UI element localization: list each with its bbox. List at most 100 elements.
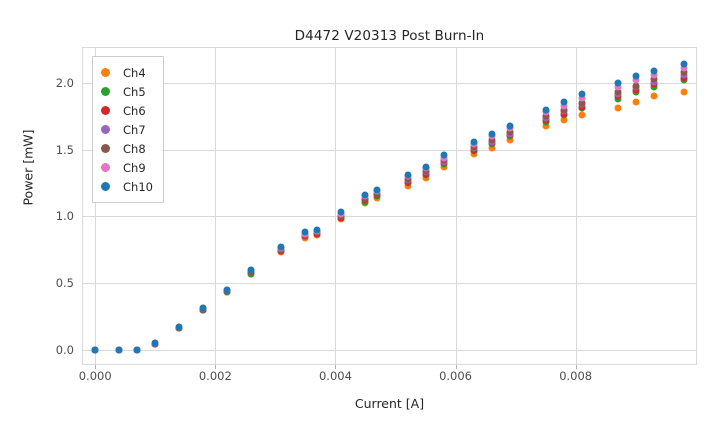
- data-point-ch10: [404, 171, 412, 179]
- x-gridline: [455, 47, 457, 365]
- legend-marker-icon: [101, 125, 110, 134]
- data-point-ch4: [488, 144, 496, 152]
- data-point-ch10: [337, 208, 345, 216]
- data-point-ch10: [440, 151, 448, 159]
- data-point-ch10: [680, 60, 688, 68]
- legend-item-ch4[interactable]: Ch4: [101, 63, 153, 82]
- x-gridline: [335, 47, 337, 365]
- x-tick-label: 0.000: [78, 369, 112, 383]
- data-point-ch10: [560, 98, 568, 106]
- data-point-ch8: [488, 136, 496, 144]
- data-point-ch9: [680, 64, 688, 72]
- data-point-ch10: [223, 286, 231, 294]
- data-point-ch10: [506, 122, 514, 130]
- data-point-ch4: [578, 111, 586, 119]
- data-point-ch10: [247, 266, 255, 274]
- data-point-ch10: [151, 339, 159, 347]
- data-point-ch8: [578, 99, 586, 107]
- y-tick-label: 1.5: [55, 142, 74, 157]
- y-tick-label: 0.0: [55, 342, 74, 357]
- x-gridline: [215, 47, 217, 365]
- data-point-ch9: [560, 102, 568, 110]
- legend-item-label: Ch8: [123, 141, 146, 156]
- x-tick-label: 0.004: [318, 369, 352, 383]
- legend-marker-icon: [101, 182, 110, 191]
- legend-marker-icon: [101, 68, 110, 77]
- legend-item-label: Ch5: [123, 84, 146, 99]
- x-tick-mark: [215, 365, 217, 369]
- x-tick-label: 0.006: [439, 369, 473, 383]
- data-point-ch10: [277, 243, 285, 251]
- data-point-ch10: [91, 346, 99, 354]
- legend-item-label: Ch7: [123, 122, 146, 137]
- data-point-ch9: [614, 83, 622, 91]
- data-point-ch8: [542, 112, 550, 120]
- data-point-ch10: [650, 67, 658, 75]
- data-point-ch10: [313, 226, 321, 234]
- axes-frame: [82, 47, 697, 365]
- x-gridline: [95, 47, 97, 365]
- y-axis-tick-labels: 0.0 0.5 1.0 1.5 2.0: [0, 47, 74, 365]
- data-point-ch10: [199, 304, 207, 312]
- data-point-ch10: [301, 228, 309, 236]
- data-point-ch4: [650, 92, 658, 100]
- legend-item-label: Ch9: [123, 160, 146, 175]
- x-tick-label: 0.002: [198, 369, 232, 383]
- data-point-ch9: [578, 94, 586, 102]
- chart-legend[interactable]: Ch4 Ch5 Ch6 Ch7 Ch8 Ch9 Ch10: [92, 56, 164, 203]
- data-point-ch8: [614, 88, 622, 96]
- plot-area: 0.000 0.002 0.004 0.006 0.008: [79, 47, 697, 383]
- legend-item-ch7[interactable]: Ch7: [101, 120, 153, 139]
- x-gridline: [575, 47, 577, 365]
- y-gridline: [82, 83, 697, 84]
- legend-item-ch8[interactable]: Ch8: [101, 139, 153, 158]
- legend-marker-icon: [101, 144, 110, 153]
- x-tick-mark: [335, 365, 337, 369]
- y-tick-label: 2.0: [55, 76, 74, 90]
- legend-marker-icon: [101, 106, 110, 115]
- y-gridline: [82, 283, 697, 284]
- legend-item-ch5[interactable]: Ch5: [101, 82, 153, 101]
- data-point-ch10: [632, 72, 640, 80]
- y-gridline: [82, 349, 697, 351]
- data-point-ch10: [614, 79, 622, 87]
- data-point-ch10: [542, 106, 550, 114]
- x-tick-label: 0.008: [559, 369, 593, 383]
- x-tick-mark: [575, 365, 577, 369]
- x-axis-label: Current [A]: [354, 396, 425, 411]
- data-point-ch10: [175, 323, 183, 331]
- data-point-ch9: [632, 76, 640, 84]
- data-point-ch10: [133, 346, 141, 354]
- legend-item-label: Ch4: [123, 65, 146, 80]
- data-point-ch4: [560, 116, 568, 124]
- data-point-ch8: [650, 75, 658, 83]
- data-point-ch9: [650, 71, 658, 79]
- x-tick-mark: [95, 365, 97, 369]
- chart-title: D4472 V20313 Post Burn-In: [294, 28, 485, 44]
- data-point-ch10: [422, 163, 430, 171]
- data-point-ch10: [361, 191, 369, 199]
- data-point-ch4: [680, 88, 688, 96]
- legend-item-label: Ch6: [123, 103, 146, 118]
- legend-item-ch9[interactable]: Ch9: [101, 158, 153, 177]
- data-point-ch10: [115, 346, 123, 354]
- data-point-ch4: [614, 104, 622, 112]
- x-tick-mark: [455, 365, 457, 369]
- legend-item-ch6[interactable]: Ch6: [101, 101, 153, 120]
- y-gridline: [82, 216, 697, 218]
- data-point-ch8: [632, 82, 640, 90]
- data-point-ch10: [373, 186, 381, 194]
- data-point-ch4: [506, 136, 514, 144]
- y-tick-label: 1.0: [55, 209, 74, 224]
- data-point-ch8: [506, 128, 514, 136]
- legend-item-label: Ch10: [123, 179, 153, 194]
- data-point-ch10: [470, 138, 478, 146]
- data-point-ch8: [560, 106, 568, 114]
- legend-marker-icon: [101, 163, 110, 172]
- y-gridline: [82, 149, 697, 151]
- data-point-ch8: [680, 68, 688, 76]
- legend-item-ch10[interactable]: Ch10: [101, 177, 153, 196]
- y-tick-label: 0.5: [55, 276, 74, 290]
- data-point-ch10: [578, 90, 586, 98]
